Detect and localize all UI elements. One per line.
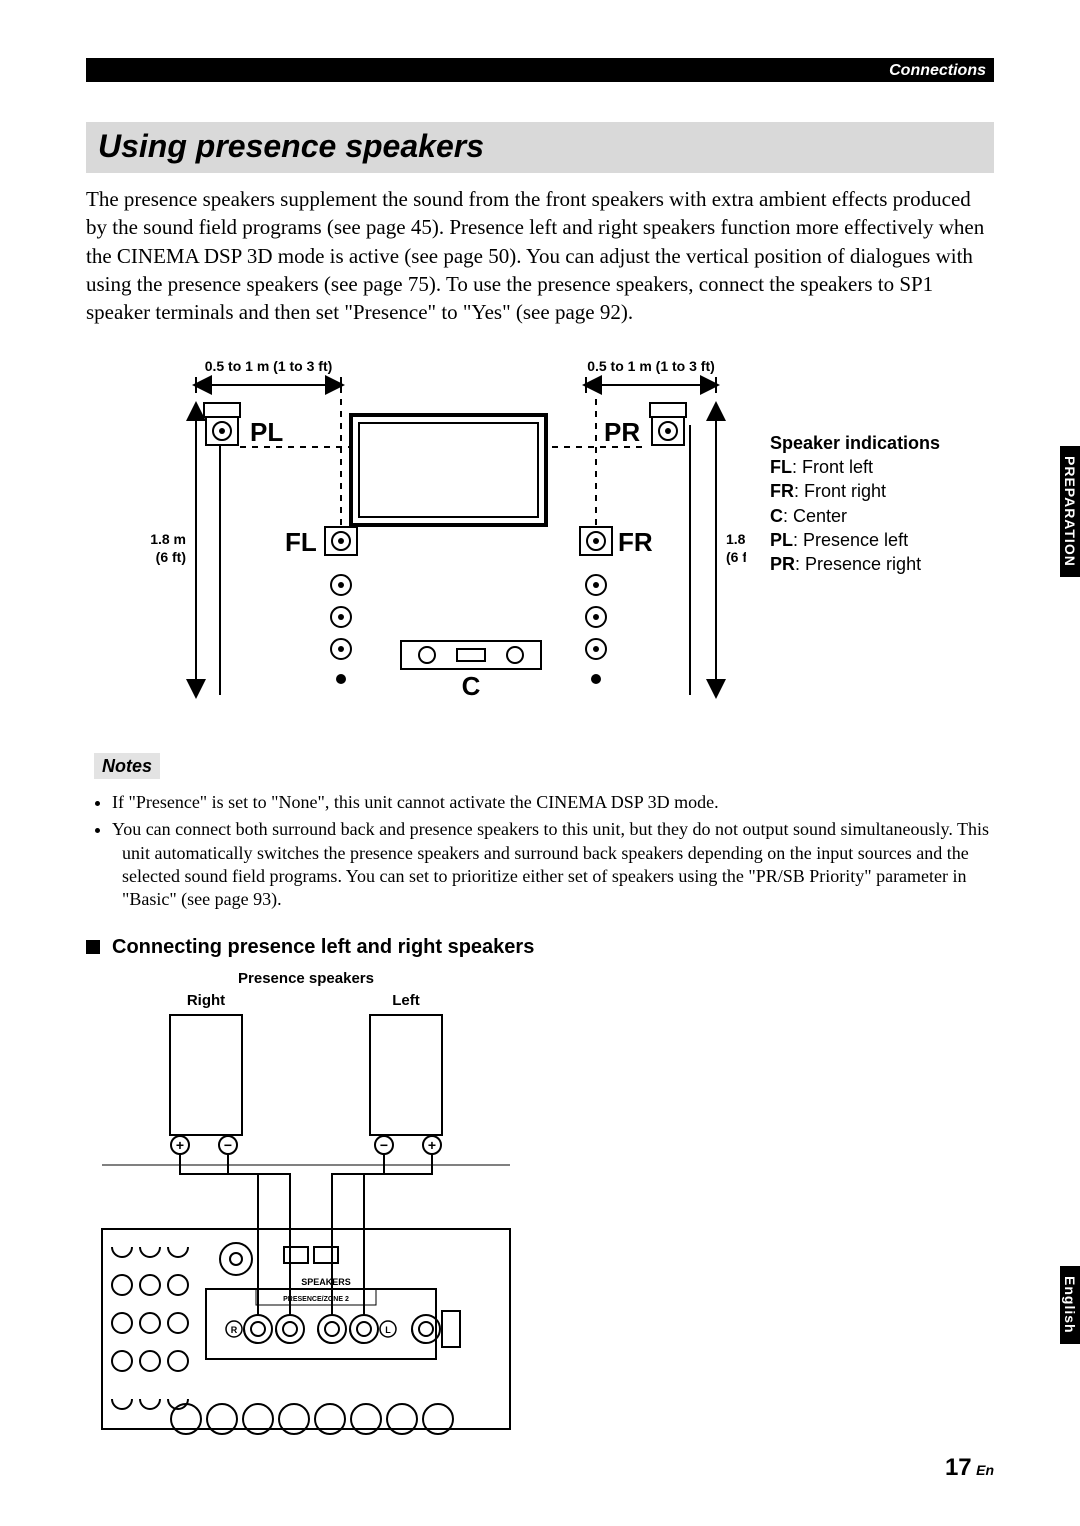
svg-text:FL: FL: [285, 527, 317, 557]
svg-text:−: −: [224, 1137, 232, 1153]
svg-text:(6 ft): (6 ft): [156, 549, 186, 565]
svg-text:Presence speakers: Presence speakers: [238, 970, 374, 987]
side-tab-preparation-label: PREPARATION: [1062, 456, 1078, 567]
sub-heading-text: Connecting presence left and right speak…: [112, 936, 534, 959]
svg-text:−: −: [380, 1137, 388, 1153]
header-stripe: Connections: [86, 60, 994, 82]
sub-heading: Connecting presence left and right speak…: [86, 936, 994, 959]
speaker-indication-label: : Center: [783, 506, 847, 526]
speaker-indication-row: C: Center: [770, 504, 940, 528]
square-bullet-icon: [86, 940, 100, 954]
conn-svg: Presence speakers Right Left + − − + SPEAKERS PR…: [86, 969, 526, 1439]
header-section-label: Connections: [889, 62, 986, 79]
speaker-indication-code: FR: [770, 481, 794, 501]
speaker-indication-row: FL: Front left: [770, 455, 940, 479]
note-item: If "Presence" is set to "None", this uni…: [112, 791, 994, 814]
svg-text:1.8 m: 1.8 m: [150, 531, 186, 547]
notes-title: Notes: [94, 753, 160, 779]
page-number-lang: En: [976, 1462, 994, 1478]
speaker-indication-label: : Front left: [792, 457, 873, 477]
svg-text:0.5 to 1 m (1 to 3 ft): 0.5 to 1 m (1 to 3 ft): [587, 358, 715, 374]
svg-text:Left: Left: [392, 992, 420, 1009]
speaker-indication-code: PR: [770, 554, 795, 574]
speaker-indications-title: Speaker indications: [770, 431, 940, 455]
side-tab-preparation: PREPARATION: [1060, 446, 1080, 577]
svg-text:0.5 to 1 m (1 to 3 ft): 0.5 to 1 m (1 to 3 ft): [205, 358, 333, 374]
speaker-indication-row: PL: Presence left: [770, 528, 940, 552]
section-title: Using presence speakers: [98, 128, 982, 165]
speaker-indications: Speaker indications FL: Front leftFR: Fr…: [770, 431, 940, 577]
svg-text:(6 ft): (6 ft): [726, 549, 746, 565]
page-number: 17 En: [945, 1454, 994, 1482]
notes-list: If "Presence" is set to "None", this uni…: [86, 791, 994, 912]
speaker-indication-label: : Presence right: [795, 554, 921, 574]
layout-svg: 0.5 to 1 m (1 to 3 ft) 0.5 to 1 m (1 to 3…: [86, 355, 746, 725]
section-title-band: Using presence speakers: [86, 122, 994, 173]
speaker-indication-code: PL: [770, 530, 793, 550]
speaker-indication-code: FL: [770, 457, 792, 477]
svg-text:PR: PR: [604, 417, 640, 447]
connection-diagram: Presence speakers Right Left + − − + SPEAKERS PR…: [86, 969, 994, 1439]
svg-text:+: +: [176, 1137, 184, 1153]
speaker-layout-diagram: 0.5 to 1 m (1 to 3 ft) 0.5 to 1 m (1 to 3…: [86, 355, 746, 725]
speaker-indication-code: C: [770, 506, 783, 526]
speaker-indication-label: : Presence left: [793, 530, 908, 550]
speaker-indication-row: FR: Front right: [770, 479, 940, 503]
svg-text:L: L: [385, 1325, 391, 1335]
svg-text:+: +: [428, 1137, 436, 1153]
side-tab-english: English: [1060, 1266, 1080, 1344]
svg-text:1.8 m: 1.8 m: [726, 531, 746, 547]
svg-text:FR: FR: [618, 527, 653, 557]
note-item: You can connect both surround back and p…: [112, 818, 994, 912]
speaker-indication-label: : Front right: [794, 481, 886, 501]
svg-text:R: R: [231, 1325, 238, 1335]
page-number-value: 17: [945, 1454, 972, 1481]
side-tab-english-label: English: [1062, 1276, 1078, 1334]
svg-text:SPEAKERS: SPEAKERS: [301, 1277, 351, 1287]
svg-text:PL: PL: [250, 417, 283, 447]
svg-text:PRESENCE/ZONE 2: PRESENCE/ZONE 2: [283, 1296, 349, 1303]
speaker-indication-row: PR: Presence right: [770, 552, 940, 576]
svg-text:C: C: [462, 671, 481, 701]
svg-text:Right: Right: [187, 992, 225, 1009]
section-body: The presence speakers supplement the sou…: [86, 185, 994, 327]
page-header: Connections: [86, 58, 994, 82]
